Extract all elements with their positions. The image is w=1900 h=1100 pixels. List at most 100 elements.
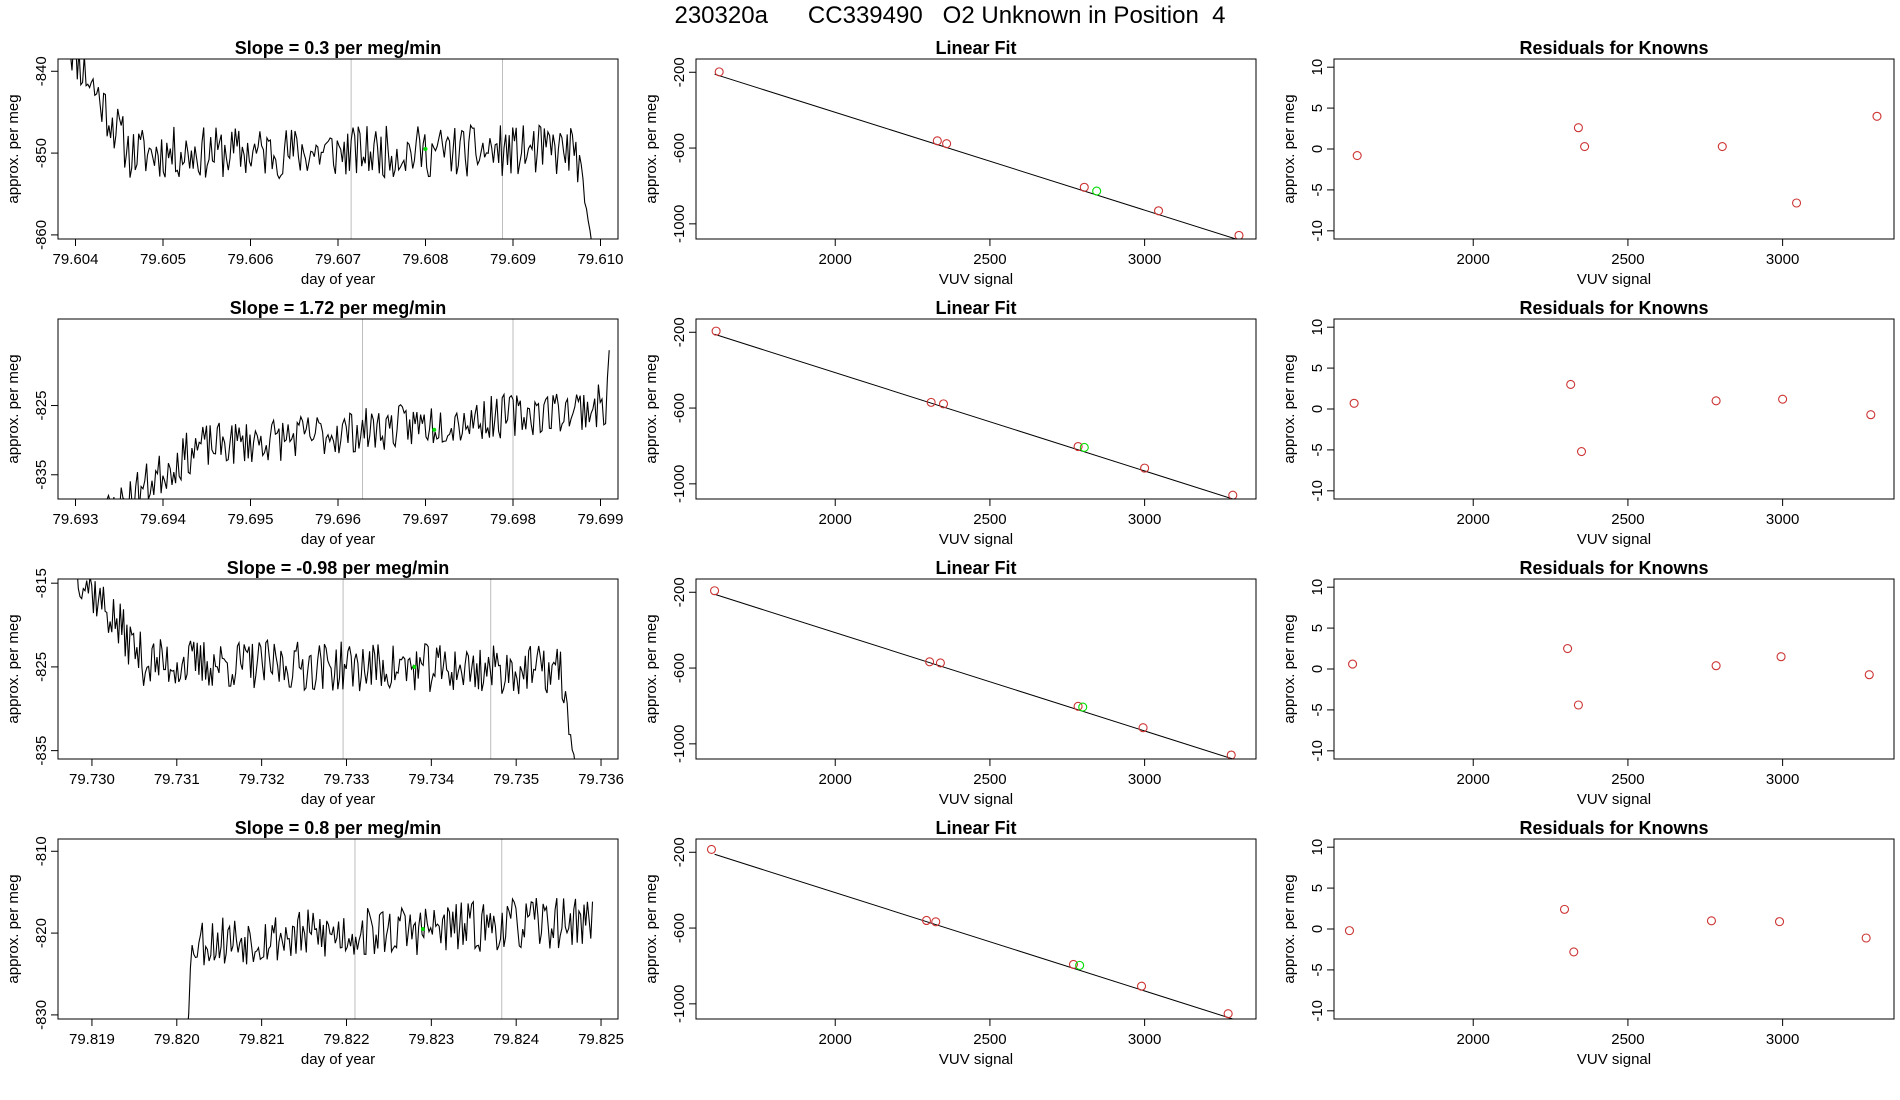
x-tick-label: 79.610 <box>578 251 624 268</box>
plot-frame <box>695 838 1257 1020</box>
y-tick-label: 10 <box>1309 319 1326 336</box>
x-axis-label: VUV signal <box>939 1051 1013 1068</box>
plot-frame <box>1333 578 1895 760</box>
known-point <box>1223 1009 1233 1019</box>
plot-area <box>711 326 1238 499</box>
x-tick-label: 3000 <box>1766 511 1799 528</box>
known-point <box>711 326 721 336</box>
y-tick-label: -10 <box>1309 740 1326 762</box>
x-tick-label: 3000 <box>1128 1031 1161 1048</box>
y-tick-label: -840 <box>33 56 50 86</box>
panel-2-1: Slope = 1.72 per meg/min 79.693 79.694 79.6… <box>5 298 623 548</box>
known-point <box>1073 701 1083 711</box>
x-axis-label: day of year <box>301 1051 375 1068</box>
known-point <box>1864 670 1874 680</box>
panel-1-2: Linear Fit 2000 2500 3000 -200 -600 -1000 VUV s… <box>643 38 1257 288</box>
x-tick-label: 79.824 <box>493 1031 539 1048</box>
x-tick-label: 2000 <box>1457 771 1490 788</box>
known-point <box>714 67 724 77</box>
known-point <box>1073 441 1083 452</box>
fit-line <box>714 73 1238 239</box>
plot-frame <box>1333 838 1895 1020</box>
plot-frame <box>57 578 619 760</box>
data-trace <box>70 59 592 239</box>
panel-title: Residuals for Knowns <box>1519 558 1708 578</box>
known-point <box>921 915 932 926</box>
known-point <box>938 399 949 409</box>
y-tick-label: -5 <box>1309 703 1326 716</box>
y-tick-label: 0 <box>1309 665 1326 673</box>
y-tick-label: -10 <box>1309 220 1326 242</box>
plot-area <box>706 844 1235 1019</box>
y-axis-label: approx. per meg <box>1281 874 1298 983</box>
y-tick-label: -5 <box>1309 963 1326 976</box>
known-point <box>1706 916 1717 926</box>
panel-4-3: Residuals for Knowns 2000 2500 3000 -10 -5 0 5 1… <box>1281 818 1895 1068</box>
y-tick-label: -10 <box>1309 480 1326 502</box>
panel-title: Slope = 0.8 per meg/min <box>235 818 442 838</box>
y-tick-label: -1000 <box>671 985 688 1023</box>
plot-area <box>714 67 1244 239</box>
known-point <box>1774 917 1785 927</box>
y-axis-label: approx. per meg <box>643 354 660 463</box>
plot-frame <box>695 578 1257 760</box>
plot-frame <box>57 838 619 1020</box>
unknown-point <box>1079 442 1089 453</box>
x-axis-label: day of year <box>301 531 375 548</box>
panel-title: Residuals for Knowns <box>1519 818 1708 838</box>
fit-line <box>714 333 1235 499</box>
page-title: 230320a CC339490 O2 Unknown in Position … <box>674 2 1226 29</box>
known-point <box>706 844 717 854</box>
x-tick-label: 79.736 <box>578 771 624 788</box>
x-tick-label: 79.606 <box>228 251 274 268</box>
x-tick-label: 79.820 <box>154 1031 200 1048</box>
y-tick-label: -200 <box>671 317 688 347</box>
x-tick-label: 2500 <box>973 1031 1006 1048</box>
plot-area <box>187 839 594 1019</box>
known-point <box>1573 700 1583 710</box>
known-point <box>1079 182 1089 192</box>
y-tick-label: -815 <box>33 568 50 598</box>
panel-title: Linear Fit <box>935 298 1016 318</box>
known-point <box>942 139 952 149</box>
unknown-marker <box>420 927 425 931</box>
x-tick-label: 2000 <box>819 251 852 268</box>
y-axis-label: approx. per meg <box>5 94 22 203</box>
x-tick-label: 2000 <box>1457 511 1490 528</box>
plot-frame <box>57 58 619 240</box>
known-point <box>1569 947 1579 957</box>
known-point <box>932 136 942 146</box>
known-point <box>1717 141 1727 152</box>
y-tick-label: -5 <box>1309 183 1326 196</box>
panel-1-1: Slope = 0.3 per meg/min 79.604 79.605 79.60… <box>5 38 624 288</box>
y-tick-label: -1000 <box>671 205 688 243</box>
x-axis-label: VUV signal <box>1577 1051 1651 1068</box>
y-axis-label: approx. per meg <box>5 874 22 983</box>
y-tick-label: -830 <box>33 1000 50 1030</box>
panel-3-2: Linear Fit 2000 2500 3000 -200 -600 -1000 VUV s… <box>643 558 1257 808</box>
fit-line <box>714 853 1235 1019</box>
y-tick-label: -1000 <box>671 725 688 763</box>
y-tick-label: -600 <box>671 653 688 683</box>
known-point <box>1228 490 1238 499</box>
known-point <box>1861 933 1871 943</box>
y-tick-label: 5 <box>1309 364 1326 372</box>
y-axis-label: approx. per meg <box>1281 354 1298 463</box>
panel-title: Linear Fit <box>935 818 1016 838</box>
plot-area <box>710 586 1236 759</box>
x-tick-label: 79.696 <box>315 511 361 528</box>
x-tick-label: 2000 <box>1457 251 1490 268</box>
x-tick-label: 79.819 <box>69 1031 115 1048</box>
y-tick-label: -10 <box>1309 1000 1326 1022</box>
data-trace <box>187 897 594 1019</box>
x-axis-label: VUV signal <box>939 271 1013 288</box>
x-tick-label: 2000 <box>819 511 852 528</box>
x-axis-label: VUV signal <box>1577 791 1651 808</box>
known-point <box>1352 150 1362 161</box>
known-point <box>1563 643 1573 654</box>
known-point <box>1576 446 1587 457</box>
x-tick-label: 2000 <box>1457 1031 1490 1048</box>
y-tick-label: 0 <box>1309 145 1326 153</box>
y-axis-label: approx. per meg <box>643 874 660 983</box>
